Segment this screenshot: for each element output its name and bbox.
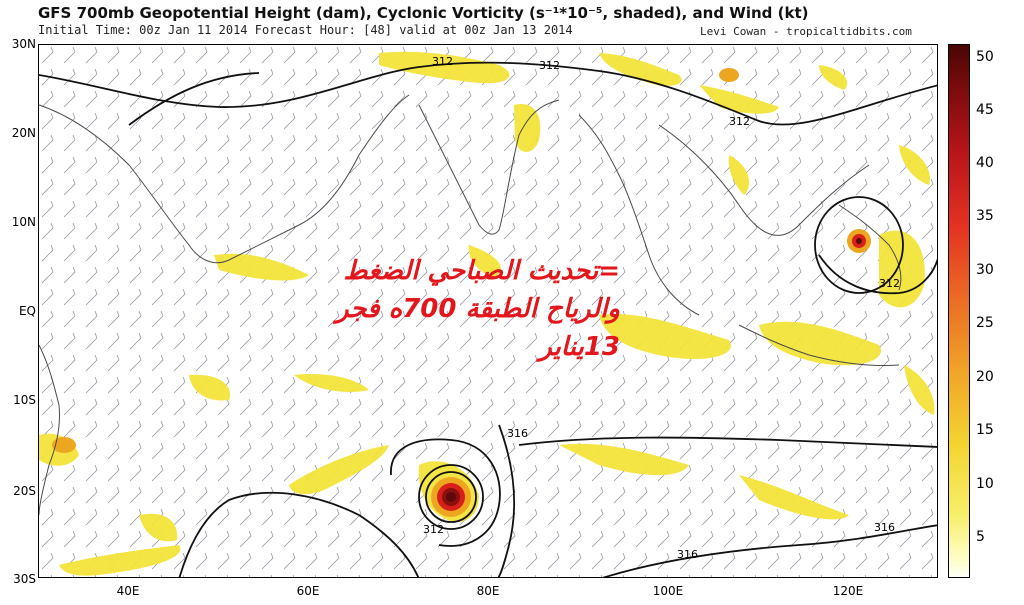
lon-label-40e: 40E	[116, 584, 140, 598]
map-canvas: 312 312 312 312 316 316 316 312	[39, 45, 937, 577]
annotation-line-1: =تحديث الصباحي الضغط	[343, 256, 620, 286]
contour-label: 316	[507, 427, 528, 440]
lat-label-10s: 10S	[13, 393, 36, 407]
colorbar-label-50: 50	[976, 49, 994, 65]
colorbar-label-45: 45	[976, 102, 994, 118]
contour-label: 312	[879, 277, 900, 290]
wind-barbs-field	[39, 45, 937, 577]
vorticity-shading-strong	[52, 68, 871, 517]
contour-label: 316	[677, 548, 698, 561]
lat-label-20s: 20S	[13, 484, 36, 498]
lat-label-30s: 30S	[13, 572, 36, 586]
contour-label: 312	[423, 523, 444, 536]
lon-label-120e: 120E	[832, 584, 864, 598]
colorbar-label-15: 15	[976, 422, 994, 438]
colorbar-gradient	[949, 45, 969, 577]
annotation-line-2: والرياح الطبقة 700ه فجر	[335, 294, 620, 324]
colorbar-label-10: 10	[976, 476, 994, 492]
map-panel: 312 312 312 312 316 316 316 312	[38, 44, 938, 578]
lon-label-80e: 80E	[476, 584, 500, 598]
lat-label-10n: 10N	[11, 215, 36, 229]
lat-label-eq: EQ	[18, 304, 36, 318]
contour-label: 312	[539, 59, 560, 72]
lon-label-60e: 60E	[296, 584, 320, 598]
contour-label: 312	[432, 55, 453, 68]
lat-label-20n: 20N	[11, 126, 36, 140]
colorbar-label-35: 35	[976, 208, 994, 224]
colorbar-label-5: 5	[976, 529, 985, 545]
lat-label-30n: 30N	[11, 37, 36, 51]
colorbar	[948, 44, 970, 578]
chart-subtitle: Initial Time: 00z Jan 11 2014 Forecast H…	[38, 23, 573, 37]
colorbar-label-30: 30	[976, 262, 994, 278]
colorbar-label-20: 20	[976, 369, 994, 385]
lon-label-100e: 100E	[652, 584, 684, 598]
contour-label: 316	[874, 521, 895, 534]
colorbar-label-25: 25	[976, 315, 994, 331]
contour-label: 312	[729, 115, 750, 128]
chart-title: GFS 700mb Geopotential Height (dam), Cyc…	[38, 4, 809, 22]
coastlines	[39, 94, 902, 516]
height-contours	[39, 61, 937, 577]
colorbar-label-40: 40	[976, 155, 994, 171]
credit-text: Levi Cowan - tropicaltidbits.com	[700, 25, 912, 38]
annotation-line-3: 13يناير	[539, 332, 620, 362]
contour-labels: 312 312 312 312 316 316 316 312	[423, 55, 900, 561]
arabic-annotation: =تحديث الصباحي الضغط والرياح الطبقة 700ه…	[290, 252, 620, 366]
